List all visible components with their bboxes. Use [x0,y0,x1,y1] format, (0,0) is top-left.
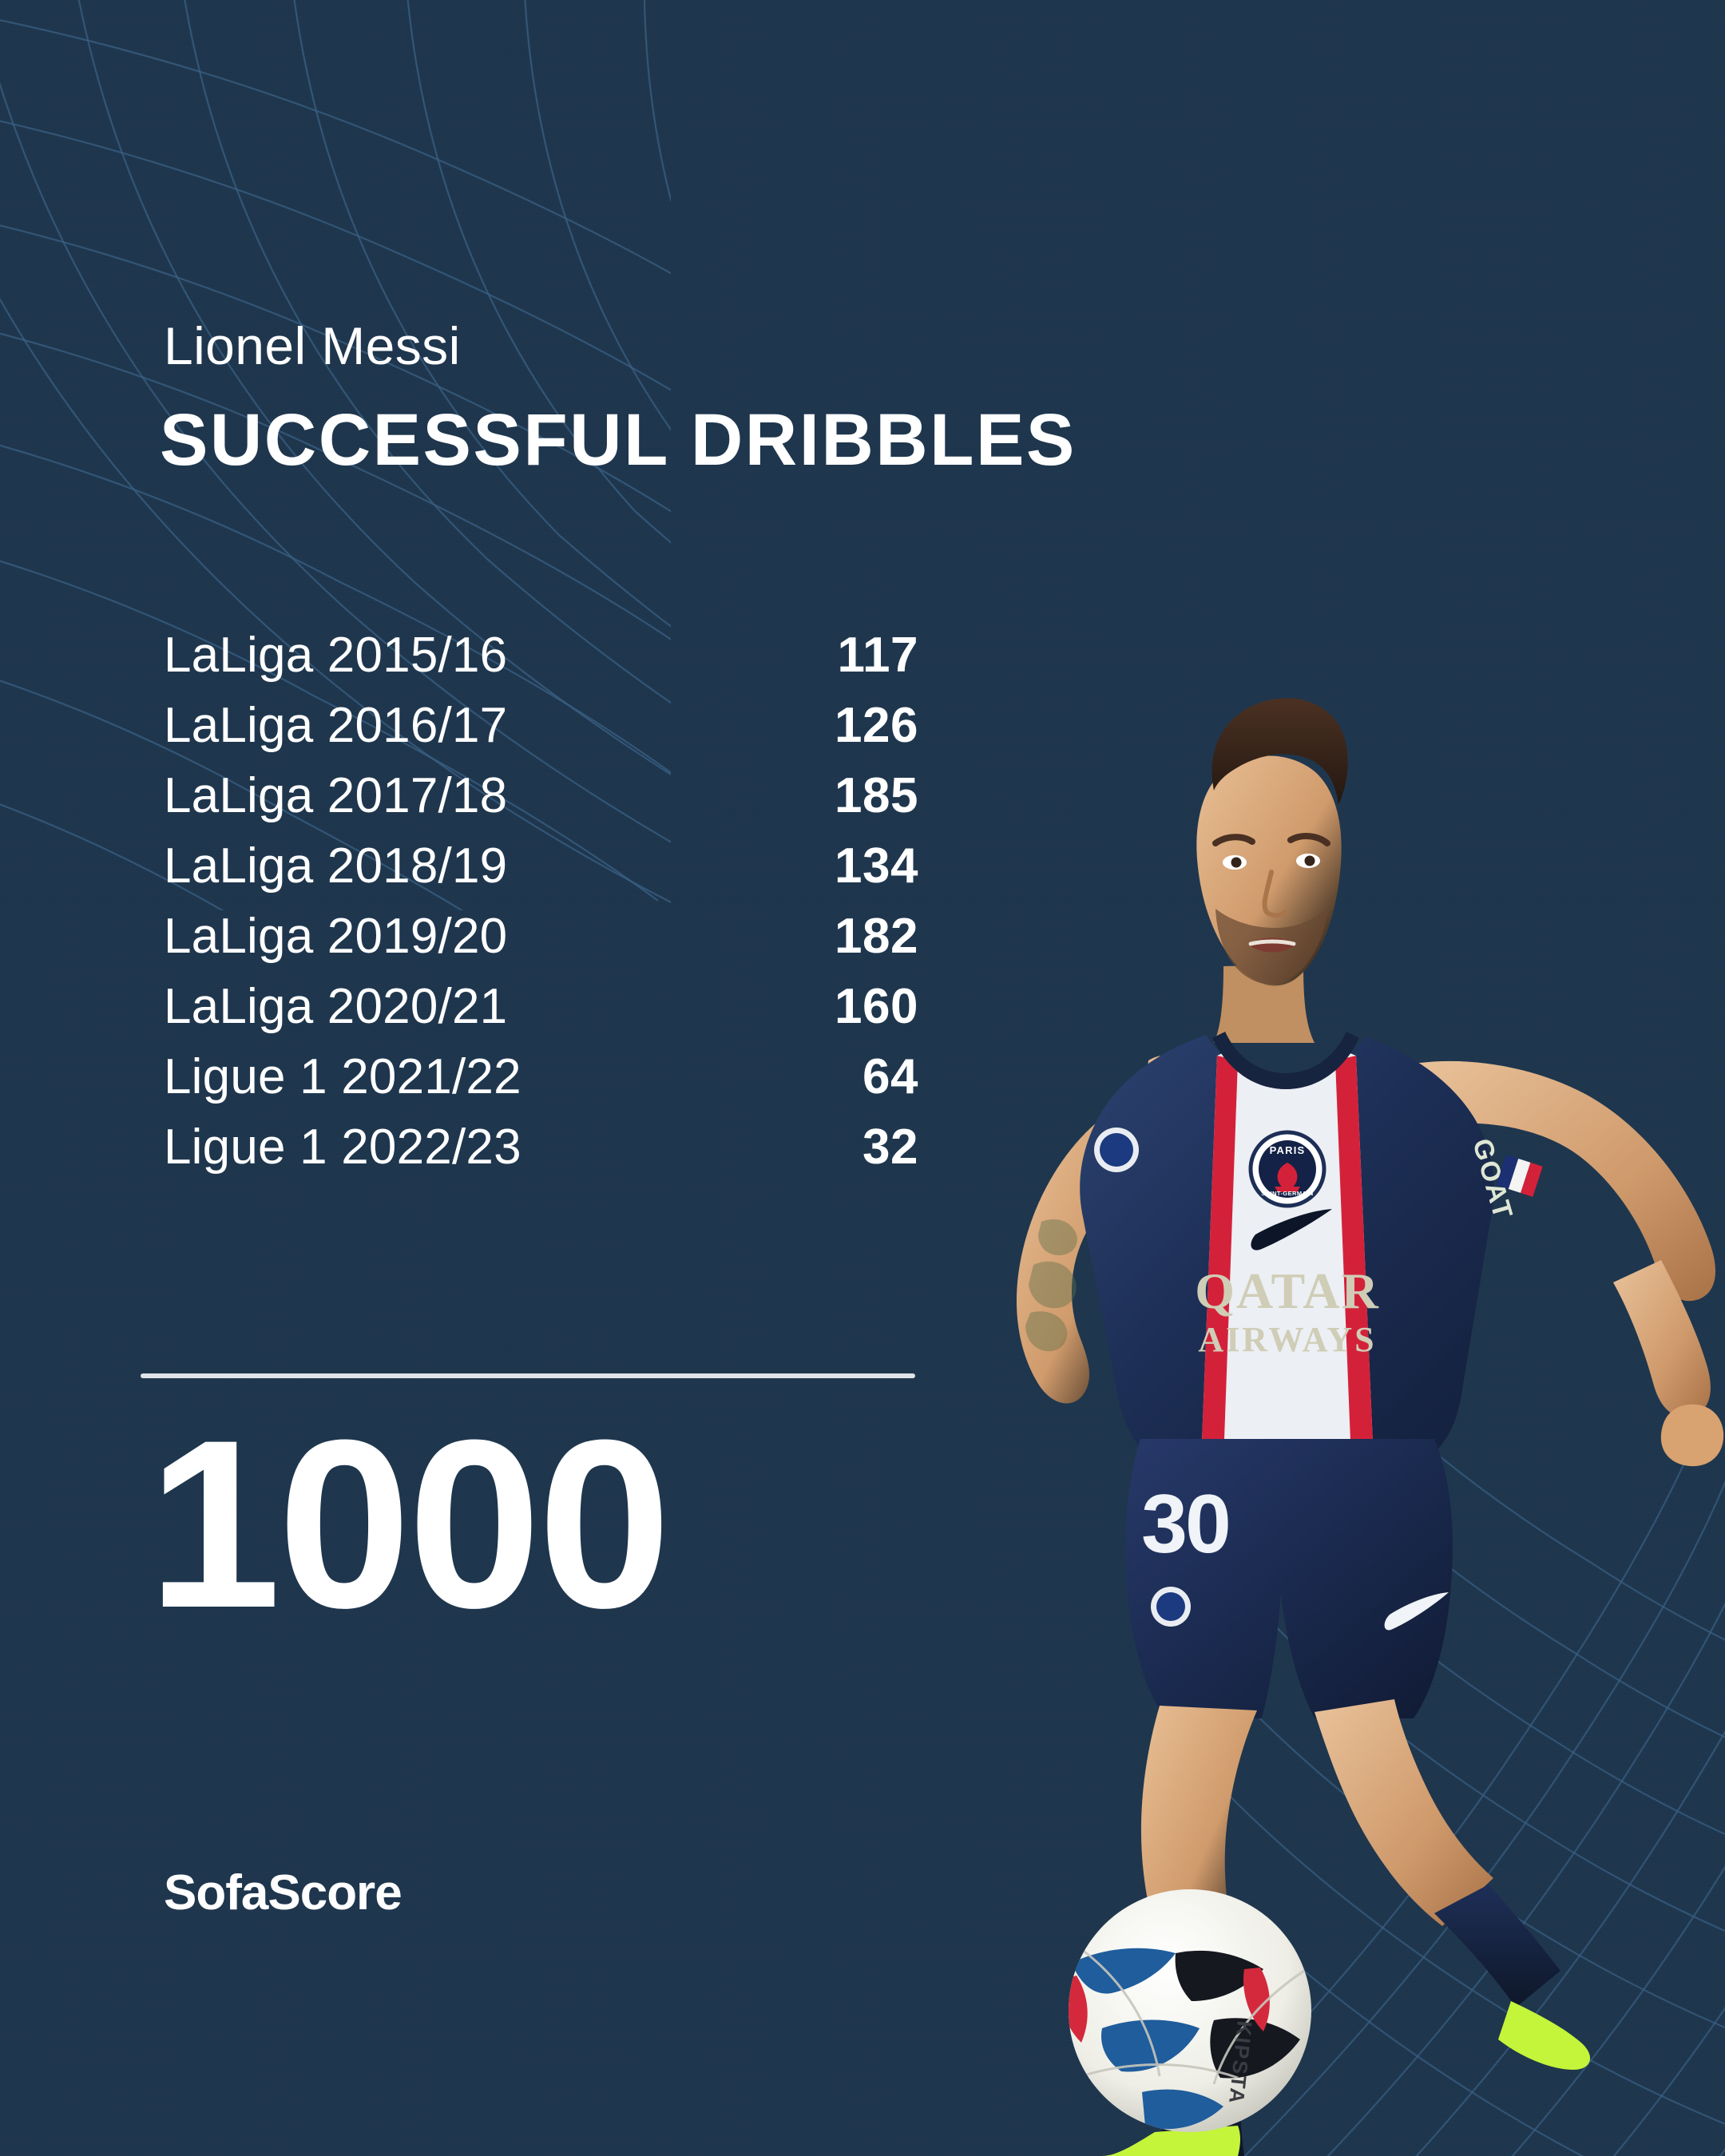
total-value: 1000 [148,1389,671,1658]
stat-row: LaLiga 2015/16 117 [164,627,918,697]
stat-label: LaLiga 2017/18 [164,768,508,823]
svg-text:QATAR: QATAR [1195,1262,1380,1319]
content-column: Lionel Messi SUCCESSFUL DRIBBLES LaLiga … [141,316,1074,1920]
stat-value: 32 [862,1120,918,1175]
stat-label: LaLiga 2020/21 [164,979,508,1034]
player-name: Lionel Messi [164,316,461,375]
stat-value: 64 [862,1049,918,1104]
stat-label: Ligue 1 2021/22 [164,1049,521,1104]
stat-value: 160 [835,979,918,1034]
stat-value: 185 [835,768,918,823]
stat-row: LaLiga 2020/21 160 [164,978,918,1048]
stats-list: LaLiga 2015/16 117 LaLiga 2016/17 126 La… [164,627,918,1189]
stat-row: Ligue 1 2022/23 32 [164,1119,918,1189]
stat-value: 134 [835,838,918,894]
background-mesh-bottom-right [1157,1437,1725,2156]
stat-label: LaLiga 2019/20 [164,909,508,964]
svg-text:SAINT-GERMAIN: SAINT-GERMAIN [1261,1190,1313,1197]
stat-row: LaLiga 2016/17 126 [164,697,918,767]
stat-row: LaLiga 2019/20 182 [164,908,918,978]
svg-text:GOAT: GOAT [1466,1135,1518,1223]
stat-value: 126 [835,698,918,753]
svg-text:PARIS: PARIS [1270,1144,1306,1156]
sofascore-logo: SofaScore [164,1865,402,1920]
total-divider [141,1373,915,1378]
stat-label: Ligue 1 2022/23 [164,1120,521,1175]
page-title: SUCCESSFUL DRIBBLES [160,399,1077,481]
stat-row: LaLiga 2017/18 185 [164,767,918,838]
stat-value: 117 [837,628,918,683]
stat-label: LaLiga 2016/17 [164,698,508,753]
stat-row: LaLiga 2018/19 134 [164,838,918,908]
svg-text:30: 30 [1141,1478,1229,1571]
svg-text:AIRWAYS: AIRWAYS [1198,1320,1376,1359]
stat-label: LaLiga 2015/16 [164,628,508,683]
stat-label: LaLiga 2018/19 [164,838,508,894]
stat-value: 182 [835,909,918,964]
stat-row: Ligue 1 2021/22 64 [164,1048,918,1119]
svg-text:KIPSTA: KIPSTA [1224,2019,1257,2106]
